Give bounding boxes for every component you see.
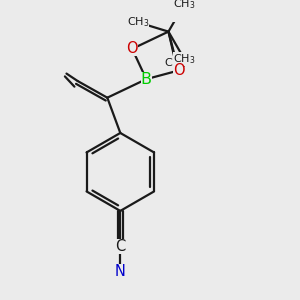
Text: B: B bbox=[141, 72, 152, 87]
Text: C: C bbox=[115, 239, 125, 254]
Text: N: N bbox=[115, 264, 126, 279]
Text: CH$_3$: CH$_3$ bbox=[173, 0, 196, 11]
Text: O: O bbox=[173, 63, 184, 78]
Text: CH$_3$: CH$_3$ bbox=[127, 15, 149, 29]
Text: O: O bbox=[126, 41, 138, 56]
Text: CH$_3$: CH$_3$ bbox=[173, 52, 196, 66]
Text: CH$_3$: CH$_3$ bbox=[164, 56, 187, 70]
